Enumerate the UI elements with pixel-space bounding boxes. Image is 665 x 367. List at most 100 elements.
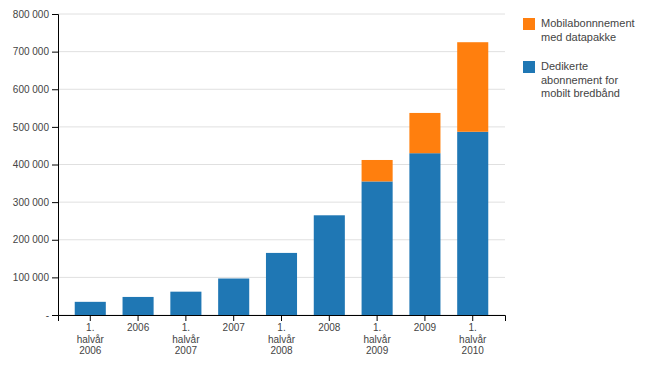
tick-label: 800 000 bbox=[13, 9, 50, 20]
grid-line bbox=[58, 51, 505, 52]
bar bbox=[362, 181, 393, 315]
legend-label-line: mobilt bredbånd bbox=[541, 87, 620, 99]
tick-label: 400 000 bbox=[13, 159, 50, 170]
bar bbox=[75, 302, 106, 315]
bar bbox=[170, 291, 201, 292]
tick-label-line: 1. bbox=[277, 322, 285, 333]
tick-label-line: halvår bbox=[459, 334, 487, 345]
tick-mark bbox=[281, 315, 282, 321]
tick-label: 1.halvår2008 bbox=[268, 322, 296, 356]
tick-mark bbox=[90, 315, 91, 321]
tick-label: 2009 bbox=[414, 322, 437, 333]
tick: - bbox=[46, 310, 58, 321]
tick-label-line: 2006 bbox=[79, 345, 102, 356]
tick-label-line: 2006 bbox=[127, 322, 150, 333]
legend-label-line: Dedikerte bbox=[541, 60, 588, 72]
tick-mark bbox=[52, 277, 58, 278]
bar bbox=[457, 132, 488, 315]
chart: 1.halvår200620061.halvår200720071.halvår… bbox=[0, 0, 665, 367]
tick-label: 1.halvår2010 bbox=[459, 322, 487, 356]
tick: 1.halvår2007 bbox=[172, 315, 200, 356]
tick-label-line: 1. bbox=[373, 322, 381, 333]
tick-label: 2008 bbox=[318, 322, 341, 333]
bar bbox=[123, 296, 154, 297]
legend-swatch bbox=[523, 18, 535, 30]
bar bbox=[170, 292, 201, 315]
tick-mark bbox=[472, 315, 473, 321]
legend-swatch bbox=[523, 61, 535, 73]
tick-label-line: 2008 bbox=[270, 345, 293, 356]
tick-label: 1.halvår2009 bbox=[363, 322, 391, 356]
bar bbox=[362, 160, 393, 181]
x-axis: 1.halvår200620061.halvår200720071.halvår… bbox=[59, 315, 506, 356]
series bbox=[362, 42, 489, 181]
tick-label: 300 000 bbox=[13, 197, 50, 208]
legend-item: Mobilabonnnement med datapakke bbox=[523, 17, 635, 42]
tick-label-line: halvår bbox=[77, 334, 105, 345]
series bbox=[75, 132, 489, 315]
tick: 2007 bbox=[223, 315, 246, 333]
tick-label: 2006 bbox=[127, 322, 150, 333]
tick-label-line: 2009 bbox=[366, 345, 389, 356]
tick: 2009 bbox=[414, 315, 437, 333]
grid bbox=[58, 14, 505, 315]
tick-label-line: 2009 bbox=[414, 322, 437, 333]
legend-label: Mobilabonnnement med datapakke bbox=[541, 17, 635, 42]
tick-label-line: 2007 bbox=[175, 345, 198, 356]
tick-label: - bbox=[46, 310, 49, 321]
tick-mark bbox=[52, 240, 58, 241]
tick-mark bbox=[185, 315, 186, 321]
tick: 1.halvår2010 bbox=[459, 315, 487, 356]
tick: 600 000 bbox=[13, 84, 58, 95]
tick-mark bbox=[424, 315, 425, 321]
axis-line bbox=[59, 316, 506, 322]
tick-mark bbox=[52, 315, 58, 316]
bar bbox=[266, 253, 297, 315]
bar bbox=[409, 113, 440, 153]
bar bbox=[218, 278, 249, 279]
tick-label-line: 1. bbox=[86, 322, 94, 333]
legend-label-line: Mobilabonnnement bbox=[541, 17, 635, 29]
tick-mark bbox=[52, 202, 58, 203]
bar bbox=[218, 279, 249, 315]
tick: 700 000 bbox=[13, 46, 58, 57]
tick: 2008 bbox=[318, 315, 341, 333]
legend-label: Dedikerte abonnement formobilt bredbånd bbox=[541, 60, 620, 98]
tick-mark bbox=[52, 89, 58, 90]
tick-mark bbox=[233, 315, 234, 321]
tick: 300 000 bbox=[13, 197, 58, 208]
bar bbox=[123, 297, 154, 315]
grid-line bbox=[58, 89, 505, 90]
tick-label: 1.halvår2006 bbox=[77, 322, 105, 356]
tick-mark bbox=[377, 315, 378, 321]
tick-label-line: halvår bbox=[172, 334, 200, 345]
tick: 2006 bbox=[127, 315, 150, 333]
tick-label-line: 2008 bbox=[318, 322, 341, 333]
tick-label: 1.halvår2007 bbox=[172, 322, 200, 356]
tick: 1.halvår2006 bbox=[77, 315, 105, 356]
bar bbox=[75, 301, 106, 302]
tick: 400 000 bbox=[13, 159, 58, 170]
tick-label-line: 1. bbox=[182, 322, 190, 333]
bar bbox=[266, 252, 297, 253]
bars bbox=[75, 42, 489, 315]
tick-label: 100 000 bbox=[13, 272, 50, 283]
bar bbox=[314, 215, 345, 315]
tick-mark bbox=[52, 165, 58, 166]
tick-label-line: 2007 bbox=[223, 322, 246, 333]
axis-line bbox=[52, 15, 59, 316]
legend-label-line: abonnement for bbox=[541, 74, 618, 86]
legend-label-line: med datapakke bbox=[541, 31, 616, 43]
tick-label-line: 2010 bbox=[462, 345, 485, 356]
tick: 1.halvår2008 bbox=[268, 315, 296, 356]
tick: 1.halvår2009 bbox=[363, 315, 391, 356]
tick-label-line: halvår bbox=[268, 334, 296, 345]
tick-label: 500 000 bbox=[13, 122, 50, 133]
tick-label: 200 000 bbox=[13, 234, 50, 245]
tick-label: 2007 bbox=[223, 322, 246, 333]
bar bbox=[314, 215, 345, 216]
plot: 1.halvår200620061.halvår200720071.halvår… bbox=[13, 9, 506, 356]
bar bbox=[409, 153, 440, 315]
tick-mark bbox=[329, 315, 330, 321]
y-axis: - 100 000 200 000 300 000 400 000 500 000 600 … bbox=[13, 9, 59, 321]
